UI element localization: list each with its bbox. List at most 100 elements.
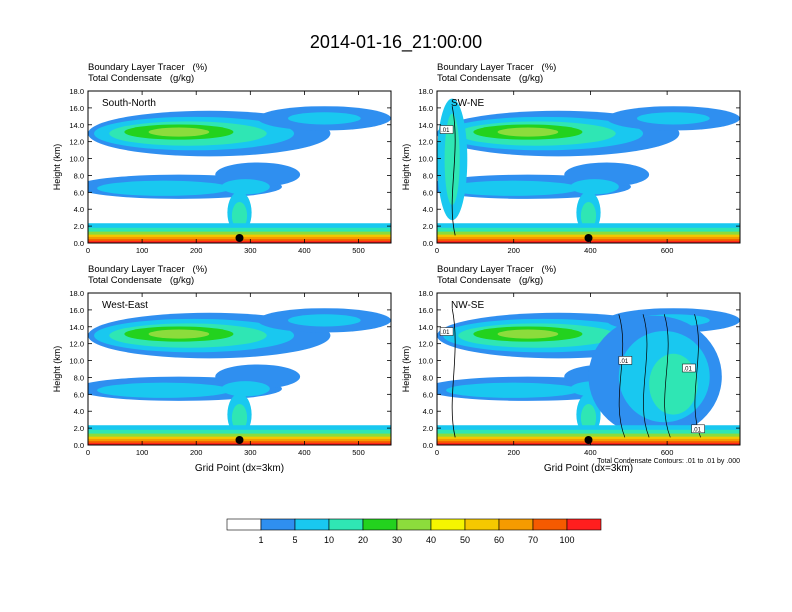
condensate-field-label: Total Condensate (g/kg) [88,73,195,84]
tracer-region [446,382,580,398]
cross-section-label: West-East [102,300,148,311]
y-tick-label: 8.0 [423,373,433,382]
panel-field [88,91,391,243]
colorbar-label: 5 [292,535,297,545]
colorbar-label: 40 [426,535,436,545]
tracer-region [221,381,270,397]
x-tick-label: 300 [244,448,257,457]
y-tick-label: 0.0 [423,239,433,248]
tracer-region [580,403,597,432]
page-title: 2014-01-16_21:00:00 [309,32,483,52]
y-tick-label: 14.0 [69,323,84,332]
y-tick-label: 8.0 [423,171,433,180]
x-tick-label: 600 [661,448,674,457]
tracer-region [287,314,361,327]
tracer-field-label: Boundary Layer Tracer (%) [437,62,557,73]
x-tick-label: 400 [298,448,311,457]
tracer-region [497,329,559,339]
panel-field-header: Boundary Layer Tracer (%) Total Condensat… [88,264,207,286]
tracer-region [446,180,580,196]
x-tick-label: 100 [136,246,149,255]
colorbar-label: 60 [494,535,504,545]
colorbar-label: 20 [358,535,368,545]
y-tick-label: 14.0 [69,121,84,130]
colorbar-swatch [498,518,534,531]
panel-nw-se: .01 .01 .01 .01 0.0 2.0 4.0 6.0 8.0 10.0 12.0 14.0 1… [401,289,741,474]
location-marker [584,234,593,242]
condensate-contour [694,314,701,438]
panel-field-header: Boundary Layer Tracer (%) Total Condensat… [437,264,556,286]
y-tick-label: 18.0 [69,87,84,96]
panel-frame [436,292,741,446]
y-tick-label: 8.0 [74,373,84,382]
y-tick-label: 2.0 [74,424,84,433]
tracer-region [97,180,231,196]
panel-sw-ne: .01 0.0 2.0 4.0 6.0 8.0 10.0 12.0 14.0 16.0 18.0 0 2… [401,87,741,255]
x-tick-label: 0 [86,246,90,255]
tracer-field-label: Boundary Layer Tracer (%) [437,264,557,275]
contour-label-box [439,125,454,134]
x-tick-label: 400 [584,448,597,457]
tracer-region [148,127,210,137]
cross-section-label: NW-SE [451,300,484,311]
y-tick-label: 6.0 [74,390,84,399]
y-tick-label: 18.0 [69,289,84,298]
boundary-layer-band [437,241,740,243]
panel-field [437,293,740,445]
x-axis-label: Grid Point (dx=3km) [195,463,284,474]
colorbar-swatch [226,518,262,531]
y-tick-label: 12.0 [418,138,433,147]
location-marker [584,436,593,444]
x-tick-label: 200 [190,246,203,255]
contour-label: .01 [693,427,702,433]
y-tick-label: 18.0 [418,87,433,96]
y-axis-label: Height (km) [401,144,411,191]
tracer-region [444,113,460,205]
y-tick-label: 10.0 [418,155,433,164]
colorbar-label: 70 [528,535,538,545]
boundary-layer-band [437,443,740,445]
colorbar-swatch [260,518,296,531]
colorbar-swatch [294,518,330,531]
y-axis-label: Height (km) [52,144,62,191]
condensate-field-label: Total Condensate (g/kg) [437,73,544,84]
contour-label: .01 [441,330,450,336]
boundary-layer-band [88,443,391,445]
x-tick-label: 100 [136,448,149,457]
condensate-contour [618,314,626,438]
y-tick-label: 6.0 [423,390,433,399]
y-tick-label: 4.0 [74,407,84,416]
y-tick-label: 16.0 [418,104,433,113]
boundary-layer-band [88,241,391,243]
y-tick-label: 10.0 [418,357,433,366]
y-tick-label: 16.0 [418,306,433,315]
colorbar-label: 30 [392,535,402,545]
contour-label-box [682,363,696,373]
colorbar-label: 100 [559,535,574,545]
panel-frame [87,292,392,446]
panel-frame [436,90,741,244]
colorbar-label: 10 [324,535,334,545]
colorbar-swatch [362,518,398,531]
colorbar-label: 1 [258,535,263,545]
panel-field-header: Boundary Layer Tracer (%) Total Condensat… [88,62,207,84]
tracer-region [570,179,619,195]
x-tick-label: 300 [244,246,257,255]
x-tick-label: 200 [507,246,520,255]
tracer-region [287,112,361,125]
y-tick-label: 10.0 [69,155,84,164]
contour-footer-note: Total Condensate Contours: .01 to .01 by… [597,458,740,465]
condensate-field-label: Total Condensate (g/kg) [437,275,544,286]
condensate-contour [451,106,456,236]
tracer-region [97,382,231,398]
y-tick-label: 4.0 [74,205,84,214]
y-tick-label: 0.0 [423,441,433,450]
cross-section-label: South-North [102,98,156,109]
y-axis-label: Height (km) [401,346,411,393]
y-tick-label: 12.0 [69,340,84,349]
panel-field [88,293,391,445]
y-tick-label: 16.0 [69,104,84,113]
tracer-region [221,179,270,195]
cross-section-label: SW-NE [451,98,484,109]
